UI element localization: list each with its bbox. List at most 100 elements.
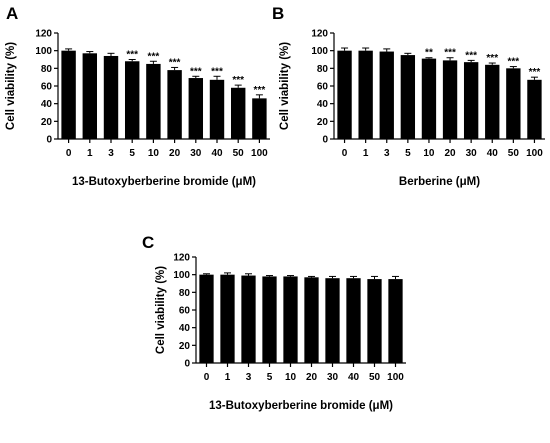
significance-marker: **	[425, 48, 433, 59]
bar	[220, 274, 235, 363]
significance-marker: ***	[126, 50, 138, 61]
x-tick-label: 50	[369, 372, 381, 383]
bar	[358, 50, 373, 139]
panel-letter: B	[272, 4, 284, 23]
x-tick-label: 3	[246, 372, 252, 383]
bar	[262, 276, 277, 363]
significance-marker: ***	[148, 51, 160, 62]
panel-a: A 0 20 40 60 80 100 120 0 1 3 5 *** 10 *** 20 *** 30 *** 40…	[5, 4, 270, 188]
panel-c: C 0 20 40 60 80 100 120 0 1 3 5 10 20 30 40 50 100 13-Buto…	[142, 233, 406, 412]
y-tick-label: 120	[173, 253, 190, 264]
significance-marker: ***	[169, 57, 181, 68]
y-tick-label: 0	[184, 359, 190, 370]
y-tick-label: 120	[311, 29, 328, 40]
y-tick-label: 0	[322, 135, 328, 146]
bar	[527, 79, 542, 139]
x-tick-label: 20	[444, 148, 456, 159]
x-tick-label: 1	[87, 148, 93, 159]
bar	[167, 70, 182, 139]
bar	[252, 98, 267, 139]
bar	[442, 60, 458, 140]
bar	[421, 58, 437, 139]
significance-marker: ***	[232, 75, 244, 86]
x-tick-label: 0	[342, 148, 348, 159]
x-tick-label: 30	[466, 148, 478, 159]
bar	[485, 64, 500, 139]
bar	[337, 50, 352, 139]
x-tick-label: 100	[526, 148, 543, 159]
x-tick-label: 5	[405, 148, 411, 159]
significance-marker: ***	[529, 67, 541, 78]
bar	[325, 278, 340, 363]
y-tick-label: 80	[317, 64, 329, 75]
y-axis-title: Cell viability (%)	[279, 42, 291, 130]
y-tick-label: 100	[311, 46, 328, 57]
y-tick-label: 100	[173, 270, 190, 281]
significance-marker: ***	[508, 57, 520, 68]
panel-letter: A	[6, 4, 18, 23]
panel-b: B 0 20 40 60 80 100 120 0 1 3 5 10 ** 20 *** 30 *** 40 *** 5…	[272, 4, 545, 188]
x-tick-label: 3	[108, 148, 114, 159]
bar	[388, 279, 403, 363]
bar	[367, 279, 382, 363]
bar	[463, 62, 479, 139]
bar	[199, 274, 214, 363]
bar	[346, 278, 361, 363]
x-axis-title: 13-Butoxyberberine bromide (μM)	[72, 176, 256, 188]
bar	[506, 68, 521, 139]
y-axis-title: Cell viability (%)	[5, 42, 17, 130]
x-tick-label: 100	[387, 372, 404, 383]
y-tick-label: 0	[46, 135, 52, 146]
x-tick-label: 20	[169, 148, 181, 159]
x-tick-label: 1	[363, 148, 369, 159]
x-tick-label: 20	[306, 372, 318, 383]
x-axis-title: 13-Butoxyberberine bromide (μM)	[209, 400, 393, 412]
x-tick-label: 0	[66, 148, 72, 159]
significance-marker: ***	[190, 66, 202, 77]
bar	[209, 79, 225, 139]
bar	[146, 63, 161, 139]
panel-letter: C	[142, 233, 154, 252]
significance-marker: ***	[444, 48, 456, 59]
bar	[283, 276, 298, 363]
y-tick-label: 60	[41, 82, 53, 93]
y-tick-label: 40	[317, 99, 329, 110]
y-axis-title: Cell viability (%)	[155, 266, 167, 354]
bar	[103, 55, 119, 139]
x-tick-label: 10	[148, 148, 160, 159]
x-tick-label: 5	[129, 148, 135, 159]
x-tick-label: 50	[233, 148, 245, 159]
x-tick-label: 40	[487, 148, 499, 159]
bar	[124, 61, 140, 140]
y-tick-label: 20	[41, 117, 53, 128]
x-tick-label: 1	[225, 372, 231, 383]
bar	[61, 50, 76, 139]
bar	[82, 53, 98, 139]
y-tick-label: 60	[317, 82, 329, 93]
x-tick-label: 50	[508, 148, 520, 159]
y-tick-label: 60	[179, 306, 191, 317]
x-tick-label: 10	[285, 372, 297, 383]
x-tick-label: 40	[348, 372, 360, 383]
significance-marker: ***	[254, 85, 266, 96]
x-tick-label: 40	[211, 148, 223, 159]
y-tick-label: 20	[317, 117, 329, 128]
x-tick-label: 100	[251, 148, 268, 159]
significance-marker: ***	[465, 50, 477, 61]
y-tick-label: 40	[179, 323, 191, 334]
bar	[379, 51, 394, 139]
y-tick-label: 120	[35, 29, 52, 40]
x-tick-label: 0	[204, 372, 210, 383]
y-tick-label: 20	[179, 341, 191, 352]
y-tick-label: 80	[41, 64, 53, 75]
x-tick-label: 3	[384, 148, 390, 159]
y-tick-label: 80	[179, 288, 191, 299]
bar	[241, 275, 256, 363]
x-tick-label: 30	[190, 148, 202, 159]
significance-marker: ***	[486, 53, 498, 64]
bar	[188, 78, 204, 139]
y-tick-label: 100	[35, 46, 52, 57]
y-tick-label: 40	[41, 99, 53, 110]
x-tick-label: 30	[327, 372, 339, 383]
